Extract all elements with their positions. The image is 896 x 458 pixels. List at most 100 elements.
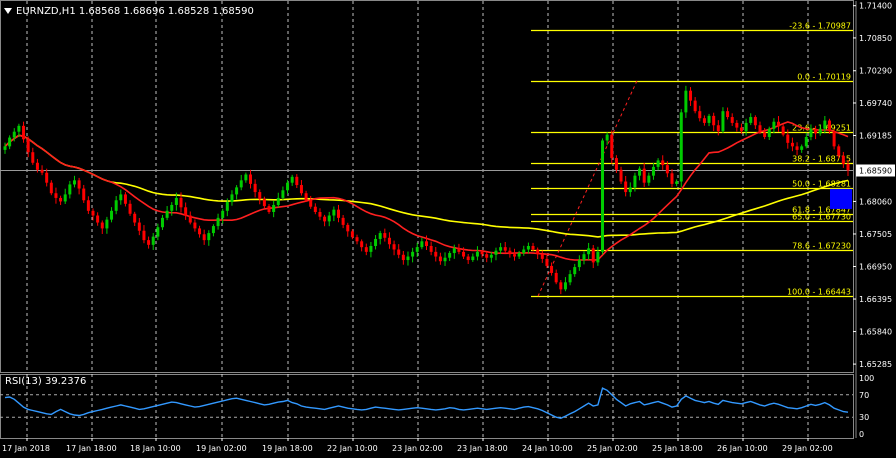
candle-body [369,245,373,252]
candle-body [184,207,188,216]
price-tick-label: 1.71400 [859,2,892,11]
candle-body [137,222,141,231]
candle-body [536,249,540,255]
fib-level-label: 100.0 - 1.66443 [787,288,851,297]
candle-body [656,160,660,167]
fibonacci-retracement[interactable]: -23.6 - 1.70987 0.0 - 1.70119 23.6 - 1.692… [531,22,853,298]
price-tick-label: 1.69740 [859,99,892,108]
fib-level-label: 23.6 - 1.69251 [792,124,851,133]
triangle-down-icon[interactable] [4,8,12,14]
candle-body [786,134,790,143]
candle-body [72,180,76,185]
rsi-frame [0,374,854,439]
candle-body [749,117,753,123]
candle-body [323,216,327,222]
candle-body [726,111,730,118]
candle-body [286,182,290,191]
candle-body [721,111,725,132]
candle-body [355,237,359,242]
candle-body [522,249,526,254]
candle-body [100,222,104,229]
candle-body [647,175,651,183]
candle-body [800,146,804,150]
rsi-label: RSI(13) 39.2376 [5,376,87,387]
time-axis-label: 25 Jan 02:00 [587,444,638,453]
candle-body [281,190,285,198]
price-marker-box[interactable] [830,188,852,209]
candle-body [170,204,174,211]
price-tick-label: 1.66950 [859,263,892,272]
candle-body [471,256,475,261]
candle-body [420,241,424,248]
candle-body [550,265,554,273]
candle-body [601,140,605,252]
candle-body [730,117,734,123]
candle-body [392,244,396,250]
candle-body [684,90,688,113]
candle-body [582,254,586,261]
candle-body [225,202,229,211]
candle-body [513,254,517,257]
candle-body [846,163,850,171]
candle-body [160,217,164,228]
candle-body [119,194,123,201]
candle-body [230,194,234,203]
candle-body [276,197,280,205]
candle-body [68,184,72,195]
candle-body [642,168,646,183]
candle-body [221,210,225,218]
candle-body [63,194,67,202]
price-tick-label: 1.65285 [859,360,892,369]
candle-body [3,146,7,150]
time-axis-label: 23 Jan 02:00 [392,444,443,453]
candle-body [350,231,354,238]
price-tick-label: 1.65840 [859,328,892,337]
symbol-label: EURNZD,H1 1.68568 1.68696 1.68528 1.6859… [16,5,254,17]
candle-body [86,200,90,211]
candle-body [466,256,470,261]
candle-body [628,187,632,193]
candle-body [309,200,313,207]
candle-body [675,181,679,184]
fib-level-label: 38.2 - 1.68715 [792,155,851,164]
candle-body [614,158,618,170]
candle-body [744,122,748,132]
candle-body [318,211,322,217]
candle-body [346,224,350,232]
candle-body [568,274,572,283]
candle-body [494,250,498,255]
candle-body [364,247,368,252]
candle-body [702,118,706,123]
time-axis: 17 Jan 2018 17 Jan 18:00 18 Jan 10:00 19 Ja… [2,438,833,453]
candle-body [795,146,799,150]
candle-body [712,115,716,126]
grid-lines [0,0,854,439]
candle-body [128,203,132,214]
candle-body [462,251,466,257]
candle-body [49,182,53,194]
candle-body [503,247,507,251]
rsi-subwindow[interactable]: 100 70 30 0 [0,374,874,439]
candle-body [258,192,262,200]
candle-body [804,136,808,147]
candle-body [77,180,81,189]
fib-level-label: 65.0 - 1.67730 [792,213,851,222]
candle-body [45,172,49,183]
fib-level-label: 61.8 - 1.67847 [792,206,851,215]
candle-body [31,152,35,163]
candle-body [429,245,433,252]
candle-body [559,282,563,290]
candle-body [202,234,206,241]
price-tick-label: 1.70850 [859,34,892,43]
candle-body [295,176,299,186]
candle-body [54,193,58,198]
candle-body [753,117,757,126]
candle-body [299,185,303,194]
candle-body [156,227,160,237]
rsi-line [4,387,849,420]
candle-body [425,241,428,246]
candle-body [651,166,655,176]
fib-level-label: 78.6 - 1.67230 [792,242,851,251]
